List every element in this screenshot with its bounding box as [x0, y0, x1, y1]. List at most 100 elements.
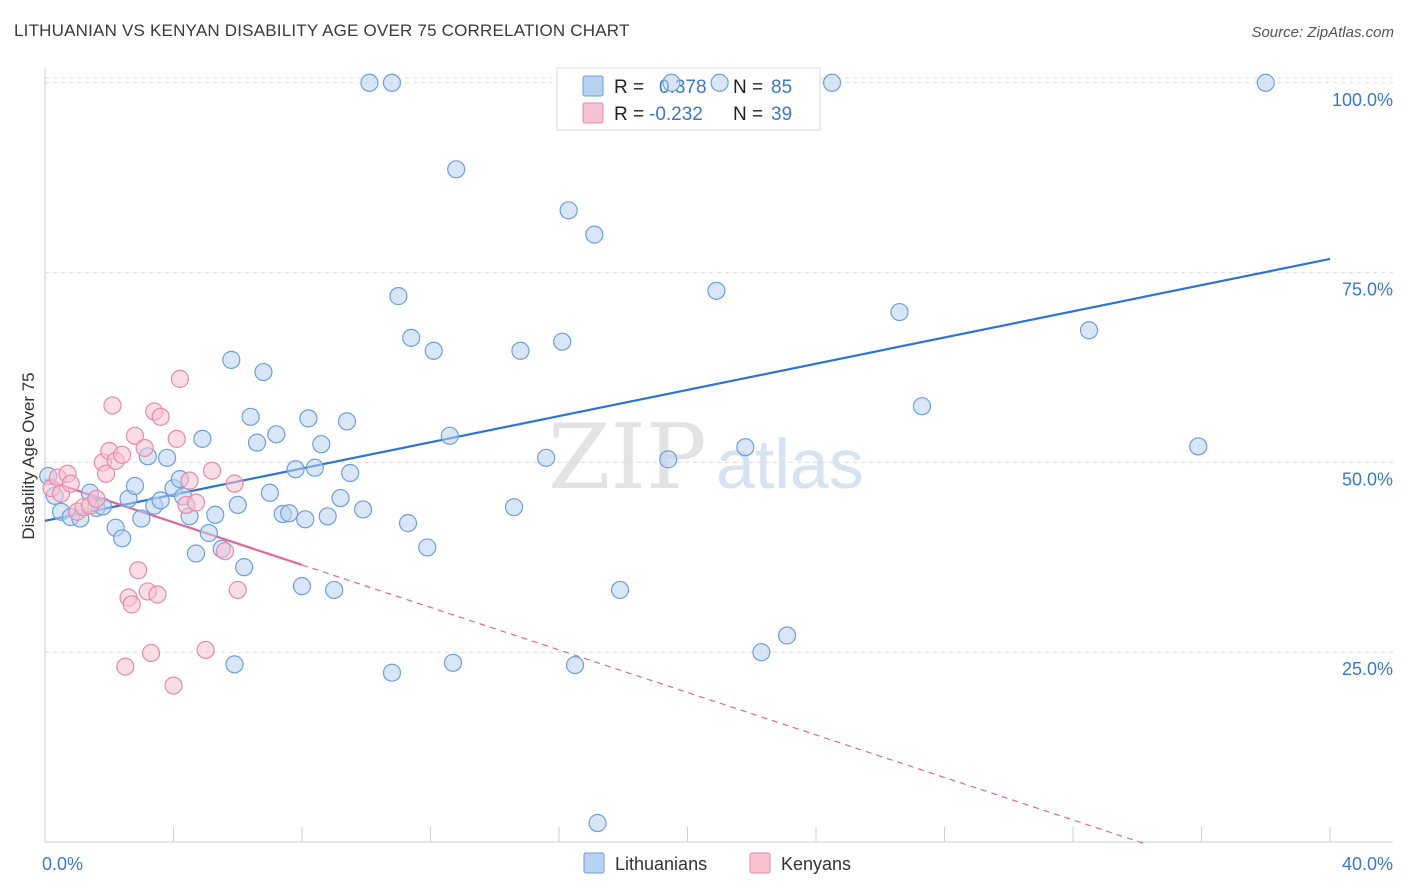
legend-swatch-kenyans	[582, 102, 604, 124]
lithuanians-point	[312, 435, 331, 454]
y-tick-label: 50.0%	[1342, 469, 1393, 489]
lithuanians-point	[707, 281, 726, 300]
lithuanians-point	[132, 509, 151, 528]
lithuanians-point	[418, 538, 437, 557]
lithuanians-point	[125, 476, 145, 496]
kenyans-point	[135, 438, 154, 458]
lithuanians-point	[537, 448, 556, 467]
lithuanians-point	[222, 350, 241, 369]
kenyans-point	[180, 471, 199, 490]
lithuanians-trend-line	[44, 257, 1331, 522]
kenyans-point	[170, 369, 190, 388]
kenyans-point	[148, 585, 167, 604]
watermark-zip: ZIP	[548, 405, 707, 510]
kenyans-point	[61, 474, 80, 493]
lithuanians-point	[193, 429, 212, 448]
kenyans-point	[164, 676, 183, 695]
lithuanians-point	[398, 514, 418, 533]
lithuanians-point	[292, 577, 312, 596]
lithuanians-point	[254, 362, 273, 382]
lithuanians-point	[337, 412, 357, 431]
lithuanians-point	[822, 73, 842, 92]
legend-n-label-2: N =	[733, 104, 763, 125]
lithuanians-point	[1189, 437, 1208, 456]
lithuanians-point	[565, 656, 585, 675]
lithuanians-point	[331, 488, 350, 508]
x-tick-min: 0.0%	[42, 854, 83, 874]
kenyans-point	[96, 464, 116, 483]
lithuanians-point	[199, 523, 218, 543]
legend-n-value-2: 39	[771, 104, 792, 125]
lithuanians-point	[736, 438, 755, 457]
x-tick-max: 40.0%	[1342, 854, 1393, 874]
lithuanians-point	[247, 433, 267, 452]
lithuanians-point	[353, 500, 373, 519]
lithuanians-point	[341, 463, 360, 483]
lithuanians-point	[225, 655, 244, 674]
lithuanians-point	[610, 580, 630, 600]
y-tick-label: 25.0%	[1342, 659, 1393, 679]
kenyans-point	[151, 407, 170, 426]
kenyans-point	[215, 542, 234, 561]
kenyans-point	[186, 493, 206, 512]
chart-title: LITHUANIAN VS KENYAN DISABILITY AGE OVER…	[14, 21, 630, 40]
correlation-legend: R = 0.378 N = 85 R = -0.232 N = 39	[556, 67, 821, 131]
lithuanians-point	[286, 460, 305, 479]
kenyans-point	[87, 489, 106, 508]
lithuanians-point	[659, 450, 678, 469]
kenyans-point	[112, 445, 132, 464]
bottom-legend-swatch-lithuanians	[583, 852, 605, 874]
kenyans-points	[42, 369, 247, 695]
lithuanians-point	[752, 643, 771, 662]
kenyans-point	[122, 595, 141, 614]
lithuanians-point	[241, 407, 260, 426]
trend-lines	[44, 257, 1331, 844]
bottom-legend-kenyans: Kenyans	[781, 854, 851, 874]
source-credit: Source: ZipAtlas.com	[1251, 24, 1394, 41]
lithuanians-point	[305, 458, 324, 477]
bottom-legend-swatch-kenyans	[749, 852, 771, 874]
y-tick-labels: 100.0% 75.0% 50.0% 25.0%	[1332, 90, 1393, 679]
lithuanians-point	[206, 505, 225, 524]
lithuanians-point	[157, 448, 177, 467]
lithuanians-point	[710, 73, 729, 92]
y-tick-label: 100.0%	[1332, 90, 1393, 110]
kenyans-point	[116, 657, 135, 676]
lithuanians-points	[39, 73, 1275, 833]
legend-r-label-1: R =	[614, 77, 644, 98]
lithuanians-point	[267, 425, 286, 444]
lithuanians-point	[559, 201, 578, 220]
lithuanians-point	[186, 544, 206, 563]
lithuanians-point	[260, 483, 279, 502]
kenyans-point	[167, 429, 186, 448]
lithuanians-point	[890, 302, 909, 322]
lithuanians-point	[382, 73, 402, 92]
kenyans-point	[196, 640, 215, 660]
axes	[44, 68, 1393, 843]
lithuanians-point	[151, 491, 170, 510]
lithuanians-point	[553, 332, 572, 351]
lithuanians-point	[440, 426, 459, 445]
lithuanians-point	[777, 626, 797, 645]
y-tick-label: 75.0%	[1342, 280, 1393, 300]
kenyans-point	[225, 474, 244, 493]
lithuanians-point	[912, 397, 932, 416]
lithuanians-point	[235, 558, 254, 577]
legend-n-value-1: 85	[771, 77, 792, 98]
y-axis-label: Disability Age Over 75	[19, 372, 38, 539]
lithuanians-point	[280, 504, 299, 523]
kenyans-point	[228, 580, 247, 600]
lithuanians-point	[360, 73, 379, 92]
lithuanians-point	[504, 498, 524, 517]
lithuanians-point	[325, 580, 344, 600]
lithuanians-point	[447, 160, 466, 179]
kenyans-point	[141, 643, 161, 663]
lithuanians-point	[389, 287, 408, 306]
lithuanians-point	[662, 73, 681, 92]
lithuanians-point	[424, 341, 443, 360]
lithuanians-point	[443, 653, 463, 672]
kenyans-point	[129, 561, 148, 580]
legend-r-value-2: -0.232	[649, 104, 703, 125]
lithuanians-point	[318, 507, 337, 526]
lithuanians-point	[1079, 321, 1099, 340]
